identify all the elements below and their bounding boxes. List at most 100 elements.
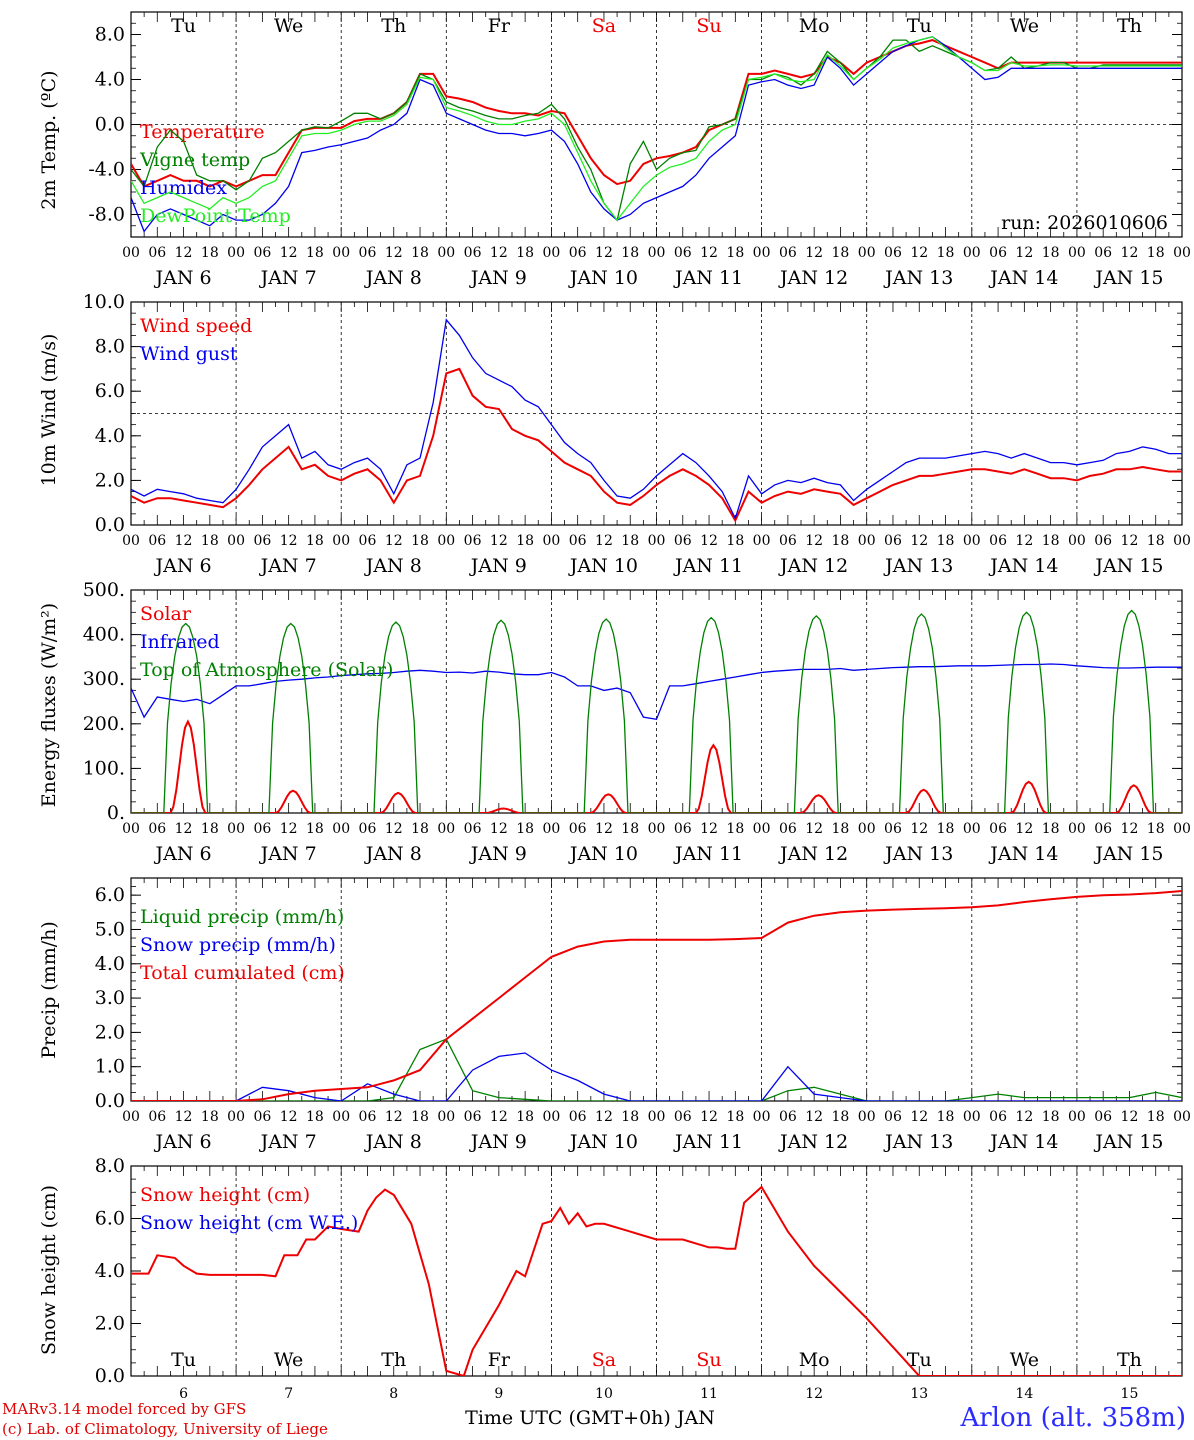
hour-tick-label: 12 <box>805 533 823 549</box>
hour-tick-label: 06 <box>569 533 587 549</box>
hour-tick-label: 18 <box>621 821 639 837</box>
day-name-label: Fr <box>488 1349 511 1371</box>
day-name-label: Mo <box>799 1349 830 1371</box>
legend-entry: Wind gust <box>140 343 238 365</box>
hour-tick-label: 00 <box>963 821 981 837</box>
hour-tick-label: 18 <box>832 821 850 837</box>
hour-tick-label: 12 <box>805 245 823 261</box>
day-name-label: Mo <box>799 15 830 37</box>
y-axis-label: 2m Temp. (ºC) <box>38 70 60 209</box>
date-label: JAN 12 <box>778 1131 848 1153</box>
hour-tick-label: 18 <box>411 821 429 837</box>
series-line <box>131 663 1182 721</box>
hour-tick-label: 18 <box>516 821 534 837</box>
hour-tick-label: 06 <box>253 821 271 837</box>
hour-tick-label: 06 <box>989 245 1007 261</box>
day-name-label: Th <box>381 1349 406 1371</box>
hour-tick-label: 12 <box>1015 821 1033 837</box>
hour-tick-label: 06 <box>253 245 271 261</box>
y-tick-label: 8.0 <box>95 336 125 358</box>
hour-tick-label: 12 <box>700 1109 718 1125</box>
date-label: JAN 8 <box>364 555 422 577</box>
day-name-label: Th <box>1117 1349 1142 1371</box>
date-label: JAN 8 <box>364 843 422 865</box>
legend-entry: Wind speed <box>140 315 252 337</box>
hour-tick-label: 18 <box>621 245 639 261</box>
date-label: JAN 7 <box>259 267 317 289</box>
legend-entry: Infrared <box>140 631 220 653</box>
hour-tick-label: 12 <box>1015 245 1033 261</box>
hour-tick-label: 18 <box>306 1109 324 1125</box>
hour-tick-label: 00 <box>1173 821 1191 837</box>
date-label: JAN 13 <box>883 555 953 577</box>
station-name: Arlon (alt. 358m) <box>960 1403 1186 1433</box>
hour-tick-label: 00 <box>227 245 245 261</box>
panel-temperature: -8.0 -4.0 0.0 4.0 8.0 2m Temp. (ºC) 00 06 12 18 JA… <box>38 11 1191 289</box>
series-line <box>131 1038 1182 1101</box>
date-label: JAN 12 <box>778 555 848 577</box>
y-tick-label: 8.0 <box>95 24 125 46</box>
hour-tick-label: 06 <box>1094 245 1112 261</box>
series-line <box>131 318 1182 521</box>
hour-tick-label: 00 <box>1068 1109 1086 1125</box>
hour-tick-label: 00 <box>858 1109 876 1125</box>
hour-tick-label: 00 <box>858 533 876 549</box>
day-name-label: Tu <box>171 15 196 37</box>
hour-tick-label: 00 <box>227 821 245 837</box>
y-axis-label: Energy fluxes (W/m²) <box>38 603 60 807</box>
hour-tick-label: 18 <box>306 821 324 837</box>
hour-tick-label: 00 <box>1068 245 1086 261</box>
y-tick-label: 3.0 <box>95 987 125 1009</box>
hour-tick-label: 18 <box>201 1109 219 1125</box>
hour-tick-label: 18 <box>516 245 534 261</box>
date-label: JAN 7 <box>259 1131 317 1153</box>
hour-tick-label: 06 <box>1094 533 1112 549</box>
hour-tick-label: 12 <box>280 1109 298 1125</box>
hour-tick-label: 00 <box>1173 533 1191 549</box>
hour-tick-label: 00 <box>227 1109 245 1125</box>
hour-tick-label: 06 <box>989 821 1007 837</box>
hour-tick-label: 06 <box>359 1109 377 1125</box>
legend-entry: Humidex <box>140 177 227 199</box>
y-tick-label: 2.0 <box>95 469 125 491</box>
hour-tick-label: 06 <box>464 821 482 837</box>
hour-tick-label: 00 <box>437 1109 455 1125</box>
date-label: JAN 13 <box>883 1131 953 1153</box>
hour-tick-label: 12 <box>700 821 718 837</box>
hour-tick-label: 12 <box>700 533 718 549</box>
hour-tick-label: 00 <box>648 821 666 837</box>
date-label: JAN 15 <box>1093 843 1163 865</box>
day-number-label: 14 <box>1015 1386 1033 1402</box>
date-label: JAN 9 <box>469 267 527 289</box>
hour-tick-label: 00 <box>648 533 666 549</box>
y-tick-label: 1.0 <box>95 1056 125 1078</box>
hour-tick-label: 00 <box>648 245 666 261</box>
panel-wind: 0.0 2.0 4.0 6.0 8.0 10.0 10m Wind (m/s) 00 06 12 1… <box>38 291 1191 577</box>
hour-tick-label: 18 <box>1147 1109 1165 1125</box>
hour-tick-label: 00 <box>753 1109 771 1125</box>
y-tick-label: 300. <box>83 668 125 690</box>
credit-lab: (c) Lab. of Climatology, University of L… <box>2 1420 328 1438</box>
hour-tick-label: 18 <box>516 1109 534 1125</box>
hour-tick-label: 06 <box>569 245 587 261</box>
hour-tick-label: 00 <box>542 245 560 261</box>
hour-tick-label: 00 <box>122 821 140 837</box>
date-label: JAN 14 <box>988 843 1058 865</box>
series-line <box>131 36 1182 233</box>
hour-tick-label: 12 <box>175 1109 193 1125</box>
hour-tick-label: 18 <box>306 533 324 549</box>
date-label: JAN 13 <box>883 267 953 289</box>
x-axis-title: Time UTC (GMT+0h) JAN <box>465 1407 715 1429</box>
y-tick-label: 8.0 <box>95 1155 125 1177</box>
y-tick-label: 0.0 <box>95 514 125 536</box>
day-name-label: Tu <box>907 15 932 37</box>
hour-tick-label: 06 <box>569 1109 587 1125</box>
hour-tick-label: 18 <box>621 533 639 549</box>
hour-tick-label: 18 <box>937 1109 955 1125</box>
hour-tick-label: 18 <box>726 1109 744 1125</box>
hour-tick-label: 12 <box>1121 533 1139 549</box>
day-number-label: 13 <box>910 1386 928 1402</box>
hour-tick-label: 18 <box>1042 533 1060 549</box>
hour-tick-label: 06 <box>674 1109 692 1125</box>
